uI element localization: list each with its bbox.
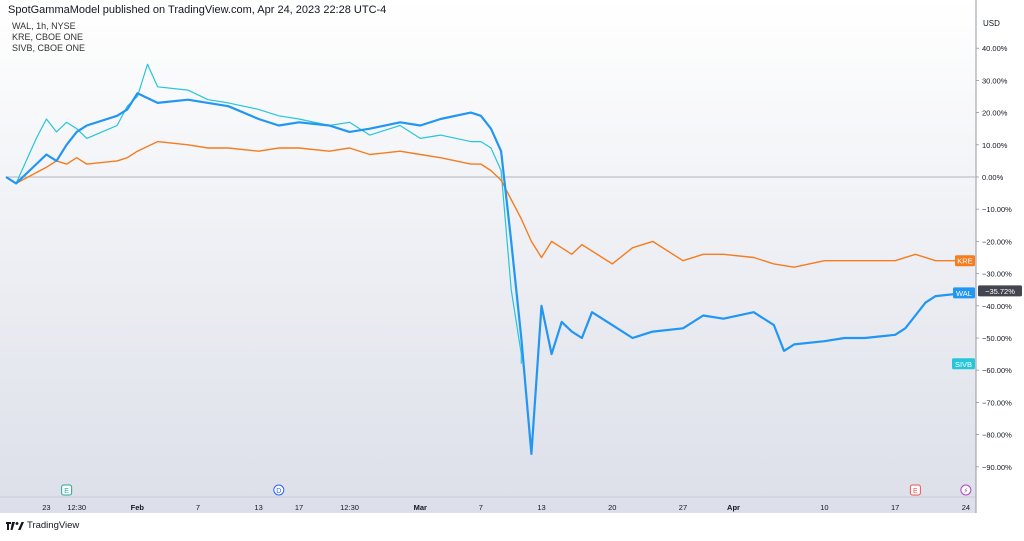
x-tick-label: 13 xyxy=(537,503,545,512)
event-marker-badge xyxy=(909,484,921,496)
tradingview-logo-icon xyxy=(6,521,24,530)
legend-item-sivb[interactable]: SIVB, CBOE ONE xyxy=(12,43,86,53)
badge-label: WAL xyxy=(956,289,972,298)
tradingview-brand: TradingView xyxy=(27,520,80,531)
x-tick-label: 12:30 xyxy=(67,503,86,512)
y-tick-label: 20.00% xyxy=(982,109,1008,118)
x-tick-label: 23 xyxy=(42,503,50,512)
badge-label: −35.72% xyxy=(985,287,1015,296)
event-marker-badge xyxy=(273,484,285,496)
badge-bg xyxy=(978,285,1022,297)
event-marker: E xyxy=(61,484,73,496)
series-line-sivb xyxy=(5,63,522,364)
y-tick-label: −30.00% xyxy=(982,270,1012,279)
badge-bg xyxy=(953,287,975,299)
footer-branding[interactable]: TradingView xyxy=(6,520,79,531)
event-marker-label: E xyxy=(64,488,69,495)
series-line-wal xyxy=(5,92,967,455)
published-header: SpotGammaModel published on TradingView.… xyxy=(8,4,387,16)
y-tick-label: 10.00% xyxy=(982,141,1008,150)
x-tick-label: 17 xyxy=(295,503,303,512)
y-tick-label: −20.00% xyxy=(982,237,1012,246)
event-marker-badge xyxy=(960,484,972,496)
series-line-kre xyxy=(5,140,966,268)
legend-item-kre[interactable]: KRE, CBOE ONE xyxy=(12,32,84,42)
event-marker: D xyxy=(273,484,285,496)
last-value-badge-sivb: SIVB xyxy=(952,358,975,370)
y-tick-label: −70.00% xyxy=(982,398,1012,407)
y-tick-label: −90.00% xyxy=(982,463,1012,472)
badge-bg xyxy=(952,358,975,370)
last-value-badge-wal: WAL xyxy=(953,287,975,299)
y-tick-label: −60.00% xyxy=(982,366,1012,375)
event-marker-label: ⚡ xyxy=(963,487,968,495)
event-marker: E xyxy=(909,484,921,496)
event-marker: ⚡ xyxy=(960,484,972,496)
x-tick-label: 7 xyxy=(479,503,483,512)
x-tick-label: 7 xyxy=(196,503,200,512)
last-value-badge-wal-value: −35.72% xyxy=(978,285,1022,297)
y-tick-label: −10.00% xyxy=(982,205,1012,214)
x-tick-label: 13 xyxy=(254,503,262,512)
legend-item-wal[interactable]: WAL, 1h, NYSE xyxy=(12,21,76,31)
badge-label: SIVB xyxy=(955,360,972,369)
x-tick-label: Apr xyxy=(727,503,740,512)
last-value-badge-kre: KRE xyxy=(955,255,975,267)
x-tick-label: 20 xyxy=(608,503,616,512)
y-tick-label: −40.00% xyxy=(982,302,1012,311)
event-marker-badge xyxy=(61,484,73,496)
plot-background xyxy=(0,0,976,513)
x-tick-label: 27 xyxy=(679,503,687,512)
badge-label: KRE xyxy=(957,257,972,266)
event-marker-label: E xyxy=(913,488,918,495)
x-tick-label: Feb xyxy=(131,503,145,512)
y-tick-label: 30.00% xyxy=(982,76,1008,85)
x-tick-label: 24 xyxy=(962,503,970,512)
badge-bg xyxy=(955,255,975,267)
legend: WAL, 1h, NYSE KRE, CBOE ONE SIVB, CBOE O… xyxy=(12,21,85,54)
x-tick-label: 10 xyxy=(820,503,828,512)
y-tick-label: 0.00% xyxy=(982,173,1004,182)
x-tick-label: 12:30 xyxy=(340,503,359,512)
x-tick-label: 17 xyxy=(891,503,899,512)
y-tick-label: −80.00% xyxy=(982,431,1012,440)
y-tick-label: −50.00% xyxy=(982,334,1012,343)
y-tick-label: 40.00% xyxy=(982,44,1008,53)
y-axis-unit-label: USD xyxy=(983,19,1000,28)
event-marker-label: D xyxy=(276,488,281,495)
x-tick-label: Mar xyxy=(414,503,427,512)
